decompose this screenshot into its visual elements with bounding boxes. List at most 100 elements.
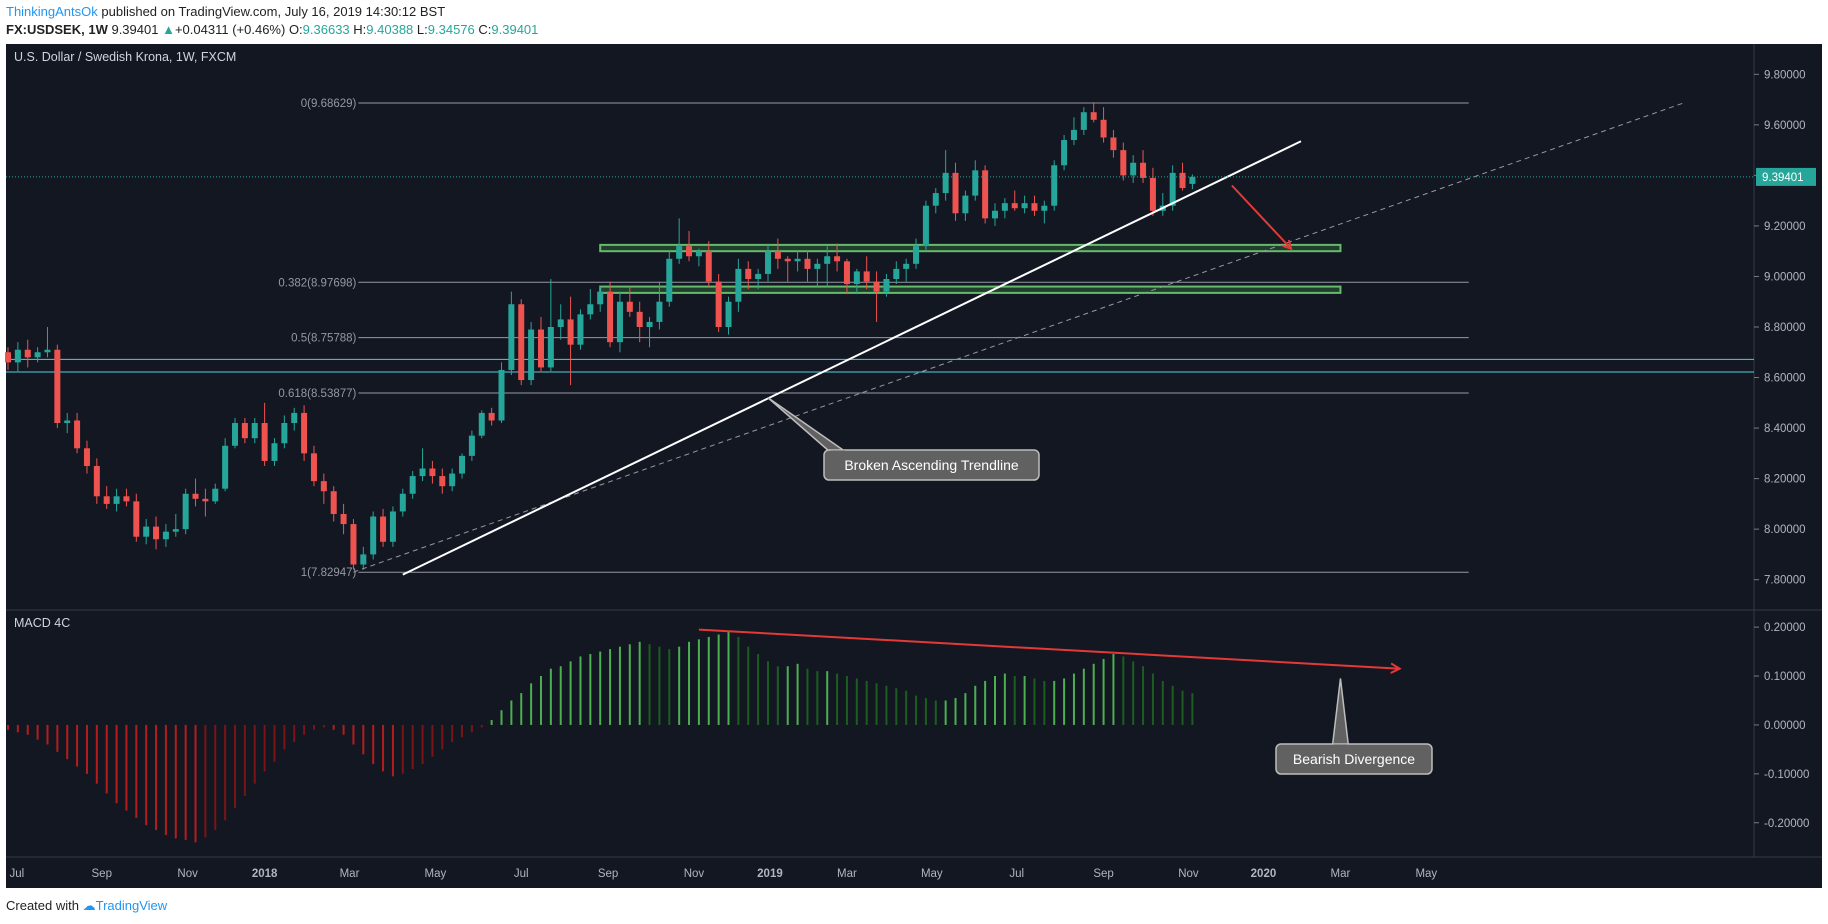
candle-body xyxy=(449,473,456,487)
candle-body xyxy=(14,349,21,363)
macd-bar xyxy=(766,661,769,725)
macd-bar xyxy=(1092,663,1095,725)
candle-body xyxy=(261,423,268,461)
candle-body xyxy=(794,258,801,262)
candle-body xyxy=(172,529,179,532)
candle-body xyxy=(1011,203,1018,209)
candle-body xyxy=(636,311,643,327)
macd-bar xyxy=(974,685,977,725)
candle-body xyxy=(913,246,920,264)
macd-bar xyxy=(806,668,809,725)
candle-body xyxy=(370,516,377,555)
candle-body xyxy=(409,476,416,494)
macd-bar xyxy=(293,724,296,743)
macd-bar xyxy=(431,724,434,757)
candle-body xyxy=(646,321,653,327)
candle-body xyxy=(478,412,485,436)
macd-bar xyxy=(421,724,424,765)
bearish-arrow xyxy=(1231,184,1292,250)
symbol-line: FX:USDSEK, 1W 9.39401 ▲+0.04311 (+0.46%)… xyxy=(6,22,538,37)
last-price-badge xyxy=(1756,167,1816,186)
candle-body xyxy=(695,251,702,257)
macd-bar xyxy=(135,724,138,818)
candle-body xyxy=(784,258,791,262)
candle-body xyxy=(389,511,396,542)
footer: Created with ☁TradingView xyxy=(6,898,167,914)
candle-body xyxy=(459,455,466,474)
time-tick-label: 2018 xyxy=(252,868,278,880)
macd-bar xyxy=(1151,673,1154,725)
candle-body xyxy=(123,496,130,502)
macd-bar xyxy=(461,724,464,738)
candle-body xyxy=(64,420,71,424)
candle-body xyxy=(577,314,584,345)
macd-bar xyxy=(549,668,552,725)
macd-bar xyxy=(895,688,898,725)
macd-bar xyxy=(1191,693,1194,725)
macd-bar xyxy=(224,724,227,821)
candle-body xyxy=(834,256,841,262)
macd-bar xyxy=(391,724,394,777)
time-tick-label: Jul xyxy=(10,868,25,880)
candle-body xyxy=(340,513,347,525)
macd-bar xyxy=(1102,658,1105,725)
macd-bar xyxy=(451,724,454,743)
candle-body xyxy=(1189,176,1196,184)
candle-body xyxy=(755,273,762,279)
macd-bar xyxy=(214,724,217,831)
macd-bar xyxy=(362,724,365,755)
macd-bar xyxy=(46,724,49,745)
author-link[interactable]: ThinkingAntsOk xyxy=(6,4,98,19)
macd-bar xyxy=(648,644,651,725)
time-tick-label: Jul xyxy=(514,868,529,880)
macd-bar xyxy=(737,636,740,725)
macd-bar xyxy=(984,680,987,725)
candle-body xyxy=(301,412,308,454)
last-price-label: 9.39401 xyxy=(1762,172,1804,184)
tradingview-logo-icon: ☁ xyxy=(82,898,96,913)
macd-bar xyxy=(85,724,88,774)
candle-body xyxy=(962,195,969,214)
fib-level-label: 0.618(8.53877) xyxy=(278,388,356,400)
macd-bar xyxy=(934,700,937,725)
macd-bar xyxy=(796,663,799,725)
chart-canvas[interactable]: 9.800009.600009.400009.200009.000008.800… xyxy=(0,44,1828,888)
macd-bar xyxy=(727,632,730,725)
candle-body xyxy=(587,304,594,315)
open-label: O: xyxy=(288,22,303,37)
macd-bar xyxy=(332,724,335,730)
candle-body xyxy=(686,246,693,257)
candle-body xyxy=(439,476,446,487)
candle-body xyxy=(567,319,574,345)
candle-body xyxy=(626,301,633,312)
macd-bar xyxy=(352,724,355,745)
macd-bar xyxy=(7,724,9,730)
candle-body xyxy=(1080,112,1087,130)
candle-body xyxy=(508,304,515,370)
last-price: 9.39401 xyxy=(111,22,159,37)
macd-bar xyxy=(204,724,207,838)
macd-bar xyxy=(668,649,671,725)
macd-bar xyxy=(411,724,414,769)
time-tick-label: Nov xyxy=(684,868,705,880)
macd-bar xyxy=(125,724,128,811)
candle-body xyxy=(597,291,604,305)
candle-body xyxy=(932,193,939,206)
macd-bar xyxy=(1003,673,1006,725)
fib-level-label: 1(7.82947) xyxy=(301,567,357,579)
price-tick-label: 7.80000 xyxy=(1764,575,1806,587)
candle-body xyxy=(972,170,979,196)
macd-bar xyxy=(520,693,523,725)
macd-bar xyxy=(1033,678,1036,725)
price-tick-label: 8.80000 xyxy=(1764,322,1806,334)
macd-bar xyxy=(273,724,276,762)
macd-bar xyxy=(1082,668,1085,725)
candle-body xyxy=(607,291,614,343)
tradingview-brand-link[interactable]: TradingView xyxy=(95,898,168,913)
macd-bar xyxy=(539,676,542,725)
candle-body xyxy=(725,301,732,327)
price-tick-label: 9.00000 xyxy=(1764,271,1806,283)
macd-bar xyxy=(234,724,237,809)
candle-body xyxy=(1051,165,1058,206)
candle-body xyxy=(498,369,505,421)
